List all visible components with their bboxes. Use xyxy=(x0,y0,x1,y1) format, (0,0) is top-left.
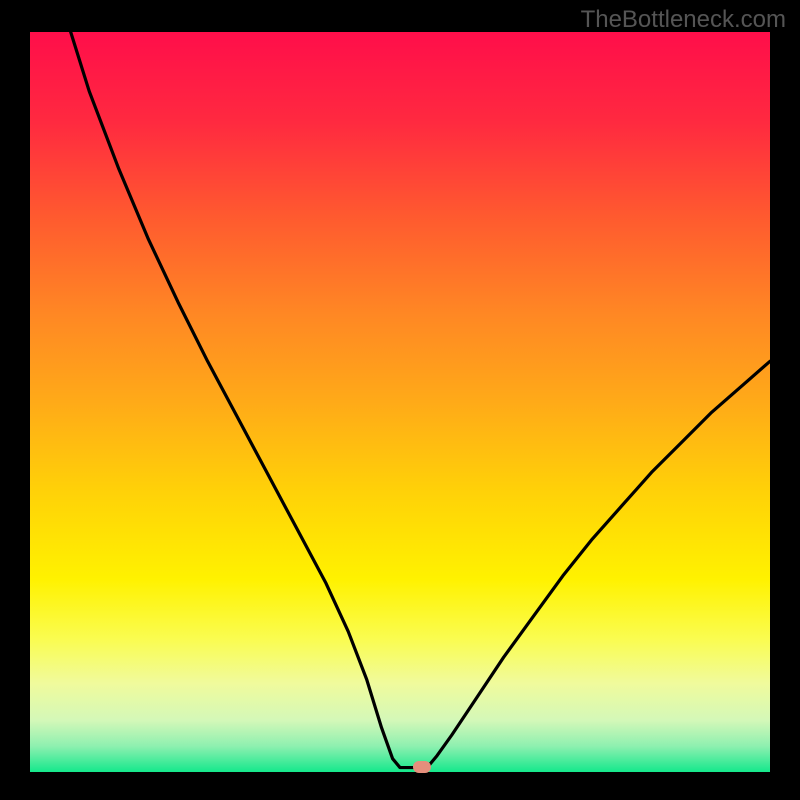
bottleneck-curve-chart xyxy=(30,32,770,772)
plot-area xyxy=(30,32,770,772)
gradient-background xyxy=(30,32,770,772)
watermark-text: TheBottleneck.com xyxy=(581,6,786,34)
chart-frame: TheBottleneck.com xyxy=(0,0,800,800)
optimum-marker xyxy=(413,761,431,773)
